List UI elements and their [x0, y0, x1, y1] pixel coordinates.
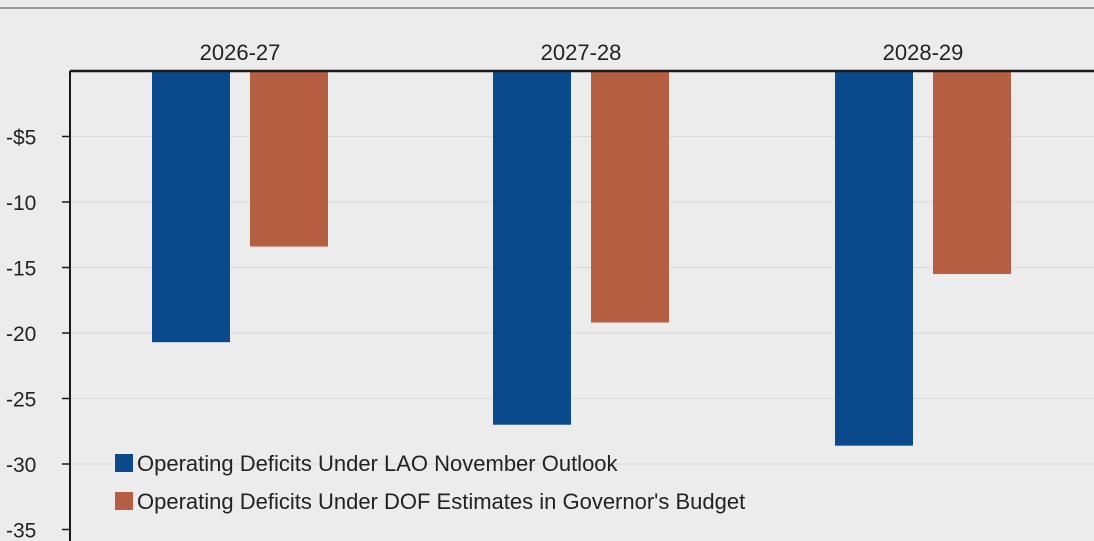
- y-tick-label-2: -15: [6, 258, 36, 281]
- legend-swatch-1: [115, 492, 133, 510]
- bar-s0-c2: [835, 71, 913, 446]
- legend-label-0: Operating Deficits Under LAO November Ou…: [137, 451, 619, 476]
- bar-s1-c1: [591, 71, 669, 323]
- gridlines: [70, 136, 1094, 465]
- category-label-2: 2028-29: [883, 40, 964, 65]
- y-tick-label-5: -30: [6, 454, 36, 477]
- category-label-1: 2027-28: [541, 40, 622, 65]
- bar-s1-c0: [250, 71, 328, 247]
- bar-s1-c2: [933, 71, 1011, 275]
- bar-s0-c0: [152, 71, 230, 343]
- y-tick-label-6: -35: [6, 520, 36, 541]
- category-labels: 2026-27 2027-28 2028-29: [200, 40, 964, 65]
- category-label-0: 2026-27: [200, 40, 281, 65]
- legend: Operating Deficits Under LAO November Ou…: [115, 451, 745, 514]
- bars: [152, 71, 1011, 446]
- y-tick-label-3: -20: [6, 323, 36, 346]
- legend-label-1: Operating Deficits Under DOF Estimates i…: [137, 489, 745, 514]
- bar-s0-c1: [493, 71, 571, 425]
- axes: [62, 69, 1094, 541]
- y-tick-label-1: -10: [6, 192, 36, 215]
- y-tick-label-0: -$5: [6, 127, 36, 150]
- y-tick-label-4: -25: [6, 389, 36, 412]
- legend-swatch-0: [115, 454, 133, 472]
- y-tick-labels: -$5 -10 -15 -20 -25 -30 -35: [6, 127, 36, 541]
